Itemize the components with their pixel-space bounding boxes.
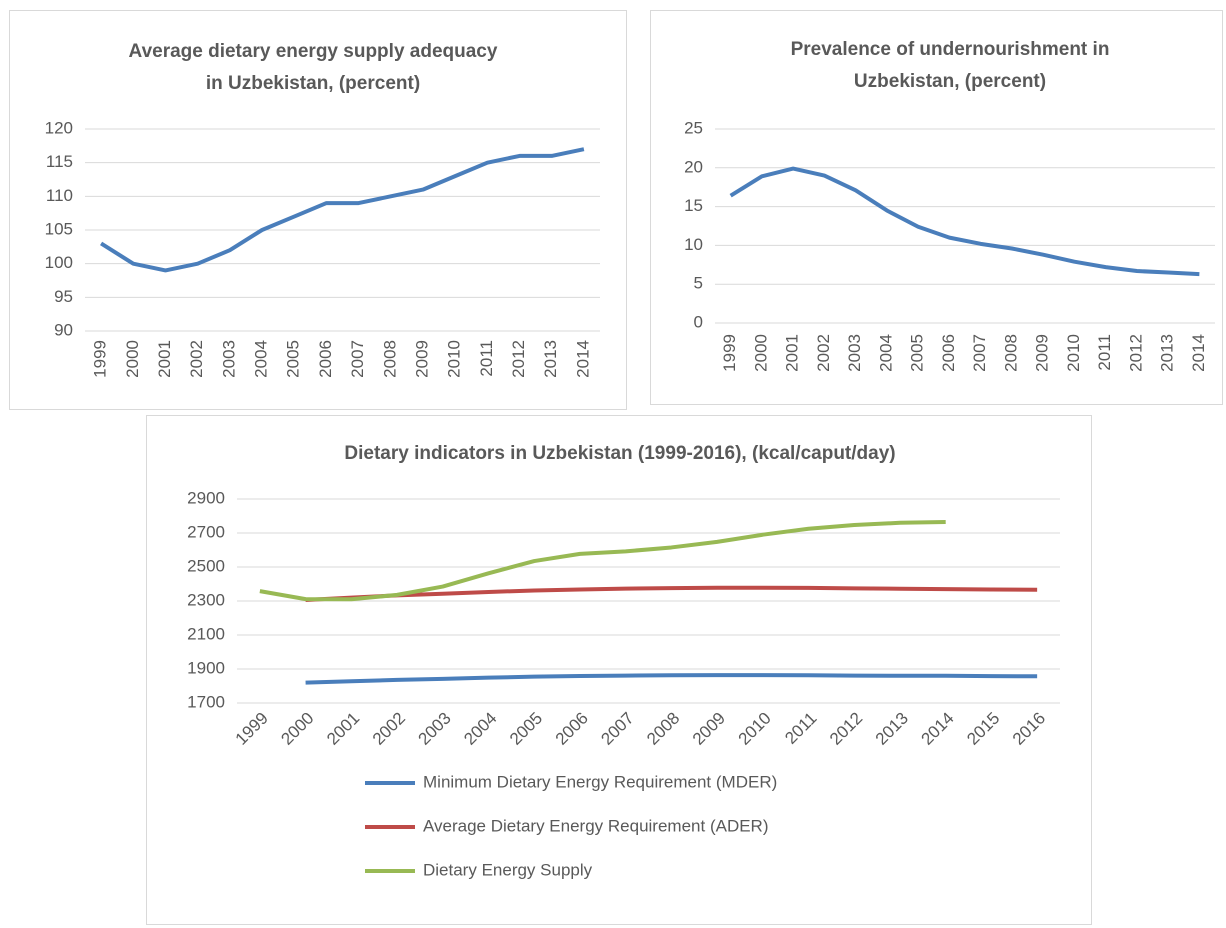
y-tick-label: 25 <box>684 118 703 137</box>
x-tick-label: 1999 <box>720 334 739 372</box>
y-tick-label: 10 <box>684 235 703 254</box>
chart-frame <box>9 10 627 410</box>
x-tick-label: 2010 <box>735 709 775 749</box>
y-tick-label: 100 <box>45 253 73 272</box>
x-tick-label: 2007 <box>970 334 989 372</box>
x-tick-label: 2000 <box>751 334 770 372</box>
x-tick-label: 2001 <box>323 709 363 749</box>
chart-title: Prevalence of undernourishment in <box>791 39 1110 60</box>
x-tick-label: 1999 <box>91 340 110 378</box>
x-tick-label: 2003 <box>219 340 238 378</box>
x-tick-label: 2000 <box>123 340 142 378</box>
x-tick-label: 2014 <box>573 340 592 378</box>
x-tick-label: 2015 <box>963 709 1003 749</box>
x-tick-label: 2008 <box>643 709 683 749</box>
x-tick-label: 2011 <box>477 340 496 377</box>
chart-title: Dietary indicators in Uzbekistan (1999-2… <box>344 443 895 464</box>
x-tick-label: 2010 <box>445 340 464 378</box>
x-tick-label: 2012 <box>826 709 866 749</box>
series-line <box>305 673 1038 685</box>
x-tick-label: 2007 <box>597 709 637 749</box>
y-tick-label: 20 <box>684 157 703 176</box>
x-tick-label: 2013 <box>872 709 912 749</box>
legend-label: Minimum Dietary Energy Requirement (MDER… <box>423 772 777 791</box>
x-tick-label: 2016 <box>1009 709 1049 749</box>
x-tick-label: 2006 <box>316 340 335 378</box>
x-tick-label: 2009 <box>412 340 431 378</box>
x-tick-label: 2001 <box>155 340 174 378</box>
x-tick-label: 2007 <box>348 340 367 378</box>
y-tick-label: 1700 <box>187 692 225 711</box>
y-tick-label: 90 <box>54 320 73 339</box>
y-tick-label: 2700 <box>187 522 225 541</box>
chart-title: Uzbekistan, (percent) <box>854 71 1046 92</box>
y-tick-label: 5 <box>694 274 703 293</box>
chart-frame <box>650 10 1223 405</box>
x-tick-label: 2006 <box>939 334 958 372</box>
x-tick-label: 2010 <box>1064 334 1083 372</box>
x-tick-label: 2011 <box>1095 334 1114 371</box>
y-tick-label: 2100 <box>187 624 225 643</box>
chart-title: Average dietary energy supply adequacy <box>129 41 498 62</box>
legend-label: Average Dietary Energy Requirement (ADER… <box>423 816 769 835</box>
chart-frame <box>146 415 1092 925</box>
y-tick-label: 95 <box>54 287 73 306</box>
x-tick-label: 2005 <box>284 340 303 378</box>
y-tick-label: 2500 <box>187 556 225 575</box>
y-tick-label: 120 <box>45 118 73 137</box>
y-tick-label: 15 <box>684 196 703 215</box>
x-tick-label: 2005 <box>506 709 546 749</box>
x-tick-label: 2002 <box>369 709 409 749</box>
y-tick-label: 105 <box>45 219 73 238</box>
y-tick-label: 1900 <box>187 658 225 677</box>
y-tick-label: 115 <box>46 152 73 171</box>
x-tick-label: 2003 <box>415 709 455 749</box>
x-tick-label: 2002 <box>814 334 833 372</box>
y-tick-label: 2900 <box>187 488 225 507</box>
x-tick-label: 2013 <box>541 340 560 378</box>
x-tick-label: 2008 <box>380 340 399 378</box>
series-line <box>305 585 1038 602</box>
x-tick-label: 2001 <box>783 334 802 372</box>
x-tick-label: 2004 <box>252 340 271 378</box>
x-tick-label: 2006 <box>552 709 592 749</box>
x-tick-label: 1999 <box>232 709 272 749</box>
x-tick-label: 2013 <box>1158 334 1177 372</box>
y-tick-label: 2300 <box>187 590 225 609</box>
series-line <box>259 519 946 602</box>
y-tick-label: 110 <box>46 186 73 205</box>
x-tick-label: 2012 <box>509 340 528 378</box>
x-tick-label: 2000 <box>277 709 317 749</box>
x-tick-label: 2004 <box>876 334 895 372</box>
x-tick-label: 2002 <box>187 340 206 378</box>
x-tick-label: 2004 <box>460 709 500 749</box>
x-tick-label: 2011 <box>781 709 820 748</box>
x-tick-label: 2009 <box>689 709 729 749</box>
series-line <box>729 166 1200 277</box>
legend-label: Dietary Energy Supply <box>423 860 593 879</box>
x-tick-label: 2009 <box>1033 334 1052 372</box>
chart-title: in Uzbekistan, (percent) <box>206 73 420 94</box>
series-line <box>100 147 585 273</box>
y-tick-label: 0 <box>694 312 703 331</box>
x-tick-label: 2008 <box>1001 334 1020 372</box>
x-tick-label: 2005 <box>908 334 927 372</box>
x-tick-label: 2014 <box>918 709 958 749</box>
x-tick-label: 2003 <box>845 334 864 372</box>
x-tick-label: 2014 <box>1189 334 1208 372</box>
x-tick-label: 2012 <box>1126 334 1145 372</box>
